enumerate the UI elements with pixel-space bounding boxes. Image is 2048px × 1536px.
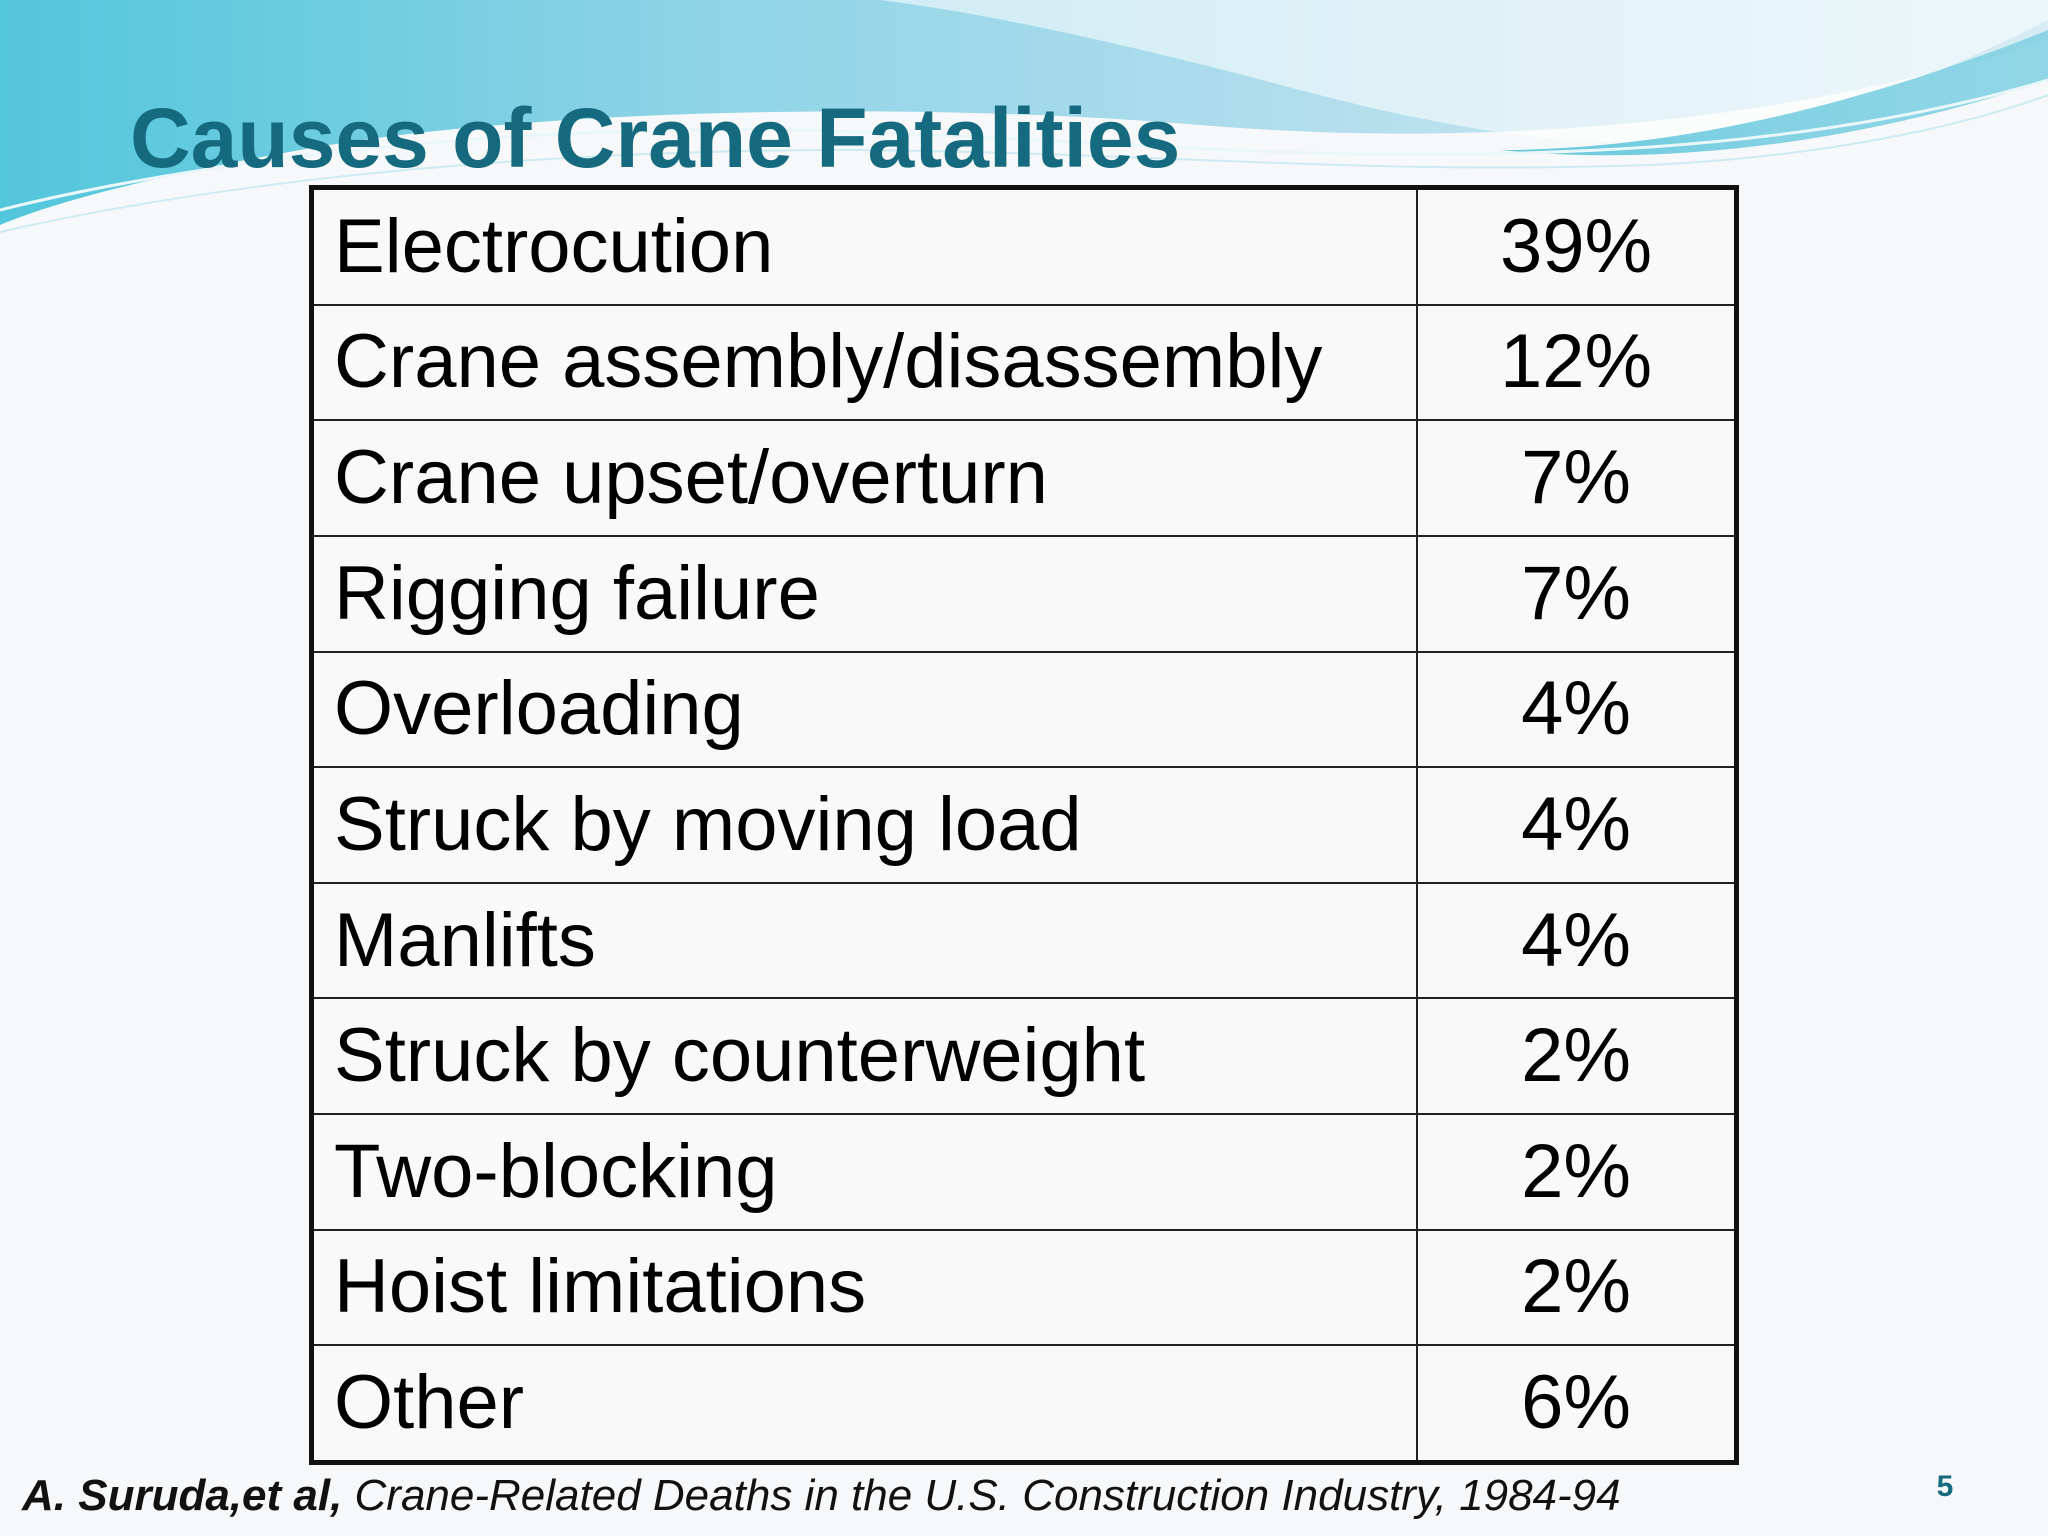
cause-cell: Other (310, 1344, 1418, 1464)
percent-cell: 39% (1416, 186, 1738, 306)
cause-cell: Crane assembly/disassembly (310, 303, 1418, 422)
table-row: Rigging failure 7% (310, 534, 1738, 653)
percent-cell: 4% (1416, 881, 1738, 1000)
cause-cell: Manlifts (310, 881, 1418, 1000)
table-body: Electrocution 39% Crane assembly/disassemb… (310, 186, 1738, 1464)
citation: A. Suruda,et al, Crane-Related Deaths in… (22, 1470, 1621, 1522)
percent-cell: 4% (1416, 650, 1738, 769)
table-row: Manlifts 4% (310, 881, 1738, 1000)
citation-work: Crane-Related Deaths in the U.S. Constru… (354, 1471, 1621, 1520)
cause-cell: Electrocution (310, 186, 1418, 306)
crane-fatality-causes-table: Electrocution 39% Crane assembly/disassemb… (309, 185, 1739, 1465)
cause-cell: Crane upset/overturn (310, 419, 1418, 537)
table-row: Other 6% (310, 1344, 1738, 1464)
cause-cell: Overloading (310, 650, 1418, 769)
header-wave-decoration (0, 0, 2048, 233)
percent-cell: 6% (1416, 1344, 1738, 1464)
table-row: Struck by moving load 4% (310, 766, 1738, 884)
table-row: Two-blocking 2% (310, 1113, 1738, 1231)
cause-cell: Struck by moving load (310, 766, 1418, 884)
cause-cell: Two-blocking (310, 1113, 1418, 1231)
percent-cell: 12% (1416, 303, 1738, 422)
table-row: Crane assembly/disassembly 12% (310, 303, 1738, 422)
percent-cell: 7% (1416, 419, 1738, 537)
cause-cell: Struck by counterweight (310, 997, 1418, 1116)
table-row: Electrocution 39% (310, 186, 1738, 306)
table-row: Hoist limitations 2% (310, 1228, 1738, 1347)
percent-cell: 2% (1416, 1113, 1738, 1231)
percent-cell: 4% (1416, 766, 1738, 884)
citation-author: A. Suruda,et al, (22, 1471, 343, 1520)
table-row: Struck by counterweight 2% (310, 997, 1738, 1116)
page-number: 5 (1936, 1470, 1954, 1503)
percent-cell: 2% (1416, 997, 1738, 1116)
table-row: Crane upset/overturn 7% (310, 419, 1738, 537)
cause-cell: Hoist limitations (310, 1228, 1418, 1347)
percent-cell: 2% (1416, 1228, 1738, 1347)
percent-cell: 7% (1416, 534, 1738, 653)
table-row: Overloading 4% (310, 650, 1738, 769)
slide-title: Causes of Crane Fatalities (130, 91, 1181, 185)
cause-cell: Rigging failure (310, 534, 1418, 653)
